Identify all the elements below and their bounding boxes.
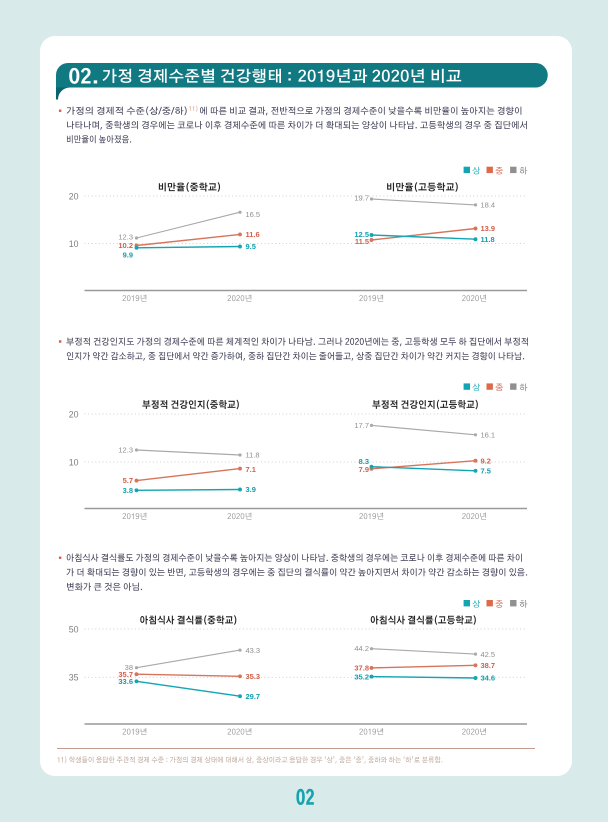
svg-text:35.2: 35.2 xyxy=(354,673,369,682)
svg-text:8.3: 8.3 xyxy=(359,457,369,466)
svg-text:13.9: 13.9 xyxy=(481,224,496,233)
svg-text:10: 10 xyxy=(69,239,79,249)
svg-text:5.7: 5.7 xyxy=(123,476,133,485)
svg-text:20: 20 xyxy=(69,409,79,419)
svg-text:10.2: 10.2 xyxy=(118,241,133,250)
svg-text:18.4: 18.4 xyxy=(481,201,496,210)
svg-text:20: 20 xyxy=(69,191,79,201)
svg-text:11.5: 11.5 xyxy=(355,237,369,246)
svg-text:12.3: 12.3 xyxy=(118,233,133,242)
svg-text:19.7: 19.7 xyxy=(354,194,369,203)
svg-text:35.7: 35.7 xyxy=(118,670,133,679)
svg-text:38: 38 xyxy=(125,663,133,672)
svg-text:16.5: 16.5 xyxy=(246,210,261,219)
svg-text:42.5: 42.5 xyxy=(481,650,496,659)
svg-text:9.5: 9.5 xyxy=(246,242,256,251)
svg-text:10: 10 xyxy=(69,457,79,467)
svg-text:12.3: 12.3 xyxy=(118,446,133,455)
svg-text:29.7: 29.7 xyxy=(246,692,261,701)
svg-text:43.3: 43.3 xyxy=(246,646,261,655)
svg-text:11.6: 11.6 xyxy=(246,230,260,239)
svg-text:9.2: 9.2 xyxy=(481,457,491,466)
svg-text:37.8: 37.8 xyxy=(354,664,369,673)
svg-text:44.2: 44.2 xyxy=(354,644,369,653)
svg-text:50: 50 xyxy=(69,624,79,634)
svg-text:11.8: 11.8 xyxy=(246,451,260,460)
svg-text:35.3: 35.3 xyxy=(246,672,261,681)
svg-text:35: 35 xyxy=(69,673,79,683)
svg-text:3.9: 3.9 xyxy=(246,485,256,494)
svg-text:7.1: 7.1 xyxy=(246,465,256,474)
svg-text:34.6: 34.6 xyxy=(481,674,496,683)
svg-text:38.7: 38.7 xyxy=(481,661,496,670)
svg-text:7.5: 7.5 xyxy=(481,467,491,476)
svg-text:17.7: 17.7 xyxy=(354,421,369,430)
svg-text:12.5: 12.5 xyxy=(354,230,369,239)
svg-text:33.6: 33.6 xyxy=(118,677,133,686)
svg-text:11.8: 11.8 xyxy=(481,235,495,244)
svg-text:3.8: 3.8 xyxy=(123,486,133,495)
svg-text:16.1: 16.1 xyxy=(481,431,496,440)
svg-text:9.9: 9.9 xyxy=(123,251,133,260)
svg-text:7.9: 7.9 xyxy=(359,465,369,474)
